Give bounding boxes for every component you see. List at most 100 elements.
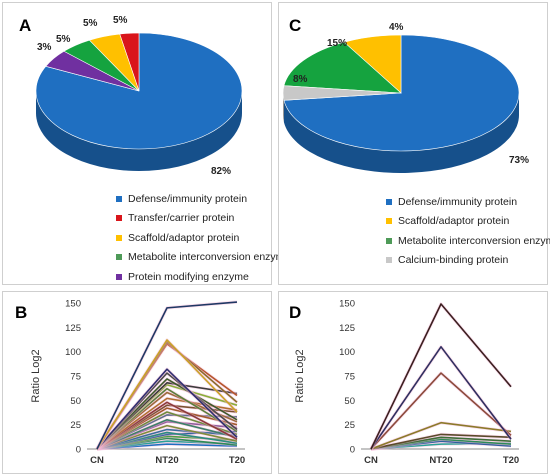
legend-label: Metabolite interconversion enzyme: [398, 234, 550, 247]
legend-label: Scaffold/adaptor protein: [128, 231, 240, 244]
pie-c-label-2: 15%: [327, 38, 348, 49]
x-tick-label: NT20: [429, 455, 452, 466]
pie-slice-side: [36, 91, 242, 171]
series-line: [96, 428, 238, 450]
panel-c: C 73% 8% 15% 4% Defense/immunity protein…: [278, 2, 550, 285]
legend-label: Protein modifying enzyme: [128, 270, 249, 283]
legend-label: Defense/immunity protein: [128, 192, 248, 205]
y-tick-label: 75: [344, 372, 355, 383]
y-axis-label: Ratio Log2: [294, 349, 306, 402]
line-chart-b: 0 25 50 75 100 125 150 Ratio Log2 CN NT20 T20: [30, 299, 245, 467]
x-tick-label: CN: [90, 455, 104, 466]
legend-label: Scaffold/adaptor protein: [398, 215, 510, 228]
series-line: [96, 407, 238, 450]
pie-a-label-3: 5%: [83, 18, 98, 29]
legend-item: Scaffold/adaptor protein: [386, 212, 550, 232]
legend-swatch: [116, 195, 122, 202]
series-line: [96, 339, 238, 450]
panel-b: B 0 25 50 75 100 125 150 Ratio Log2 CN NT20 T20: [2, 291, 272, 474]
pie-slice-side: [283, 93, 519, 173]
series-line: [370, 433, 512, 450]
series-line: [96, 368, 238, 450]
series-line: [370, 421, 512, 450]
legend-swatch: [386, 257, 392, 264]
legend-item: Transfer/carrier protein: [116, 209, 290, 229]
pie-a-label-4: 5%: [113, 15, 128, 26]
y-axis-label: Ratio Log2: [30, 349, 42, 402]
legend-label: Defense/immunity protein: [398, 195, 518, 208]
legend-item: Defense/immunity protein: [116, 189, 290, 209]
series-line: [370, 442, 512, 450]
pie-c-label-3: 4%: [389, 22, 404, 33]
legend-label: Calcium-binding protein: [398, 254, 509, 267]
series-line: [370, 436, 512, 450]
legend-swatch: [386, 198, 392, 205]
pie-chart-c: [282, 34, 520, 173]
pie-a-label-2: 5%: [56, 34, 71, 45]
series-line: [96, 419, 238, 450]
pie-slice: [45, 50, 140, 92]
legend-item: Protein modifying enzyme: [116, 267, 290, 287]
y-tick-label: 50: [344, 396, 355, 407]
pie-a-label-0: 82%: [211, 166, 232, 177]
legend-item: Calcium-binding protein: [386, 251, 550, 271]
series-line: [370, 372, 512, 450]
series-line: [96, 378, 238, 450]
series-line: [96, 391, 238, 450]
y-tick-label: 125: [339, 323, 355, 334]
series-line: [96, 382, 238, 450]
legend-item: Metabolite interconversion enzyme: [386, 231, 550, 251]
x-tick-label: NT20: [155, 455, 178, 466]
legend-item: Metabolite interconversion enzyme: [116, 248, 290, 268]
y-tick-label: 75: [70, 372, 81, 383]
pie-c-legend: Defense/immunity protein Scaffold/adapto…: [386, 192, 550, 270]
legend-swatch: [116, 215, 122, 222]
y-tick-label: 100: [65, 347, 81, 358]
legend-swatch: [386, 237, 392, 244]
legend-swatch: [386, 218, 392, 225]
y-tick-label: 0: [76, 445, 81, 456]
pie-c-label-1: 8%: [293, 74, 308, 85]
line-chart-d: 0 25 50 75 100 125 150 Ratio Log2 CN NT20 T20: [294, 299, 519, 467]
y-tick-label: 25: [344, 420, 355, 431]
legend-label: Transfer/carrier protein: [128, 212, 235, 225]
panel-letter-d: D: [289, 303, 302, 322]
y-tick-label: 0: [350, 445, 355, 456]
series-line: [96, 372, 238, 450]
legend-item: Scaffold/adaptor protein: [116, 228, 290, 248]
legend-swatch: [116, 254, 122, 261]
panel-d: D 0 25 50 75 100 125 150 Ratio Log2 CN NT20 T20: [278, 291, 548, 474]
pie-a-legend: Defense/immunity protein Transfer/carrie…: [116, 189, 290, 287]
y-tick-label: 125: [65, 323, 81, 334]
series-line: [96, 387, 238, 450]
legend-item: Defense/immunity protein: [386, 192, 550, 212]
y-tick-label: 25: [70, 420, 81, 431]
panel-letter-b: B: [15, 303, 28, 322]
pie-a-label-1: 3%: [37, 42, 52, 53]
x-tick-label: T20: [503, 455, 519, 466]
y-tick-label: 150: [65, 299, 81, 310]
pie-slice: [282, 85, 402, 101]
pie-slice: [283, 41, 402, 94]
legend-swatch: [116, 234, 122, 241]
series-line: [96, 414, 238, 450]
pie-chart-a: [35, 32, 243, 171]
series-line: [96, 424, 238, 450]
series-line: [96, 431, 238, 450]
series-line: [96, 301, 238, 450]
series-line: [370, 345, 512, 450]
legend-label: Metabolite interconversion enzyme: [128, 251, 291, 264]
series-line: [96, 443, 238, 450]
panel-a: A 82% 3% 5% 5% 5% Defense/immunity prote…: [2, 2, 290, 285]
y-tick-label: 100: [339, 347, 355, 358]
x-tick-label: T20: [229, 455, 245, 466]
y-tick-label: 50: [70, 396, 81, 407]
panel-letter-a: A: [19, 16, 32, 35]
pie-c-label-0: 73%: [509, 155, 530, 166]
panel-letter-c: C: [289, 16, 302, 35]
x-tick-label: CN: [364, 455, 378, 466]
series-line: [96, 401, 238, 450]
legend-swatch: [116, 273, 122, 280]
y-tick-label: 150: [339, 299, 355, 310]
series-line: [370, 303, 512, 450]
